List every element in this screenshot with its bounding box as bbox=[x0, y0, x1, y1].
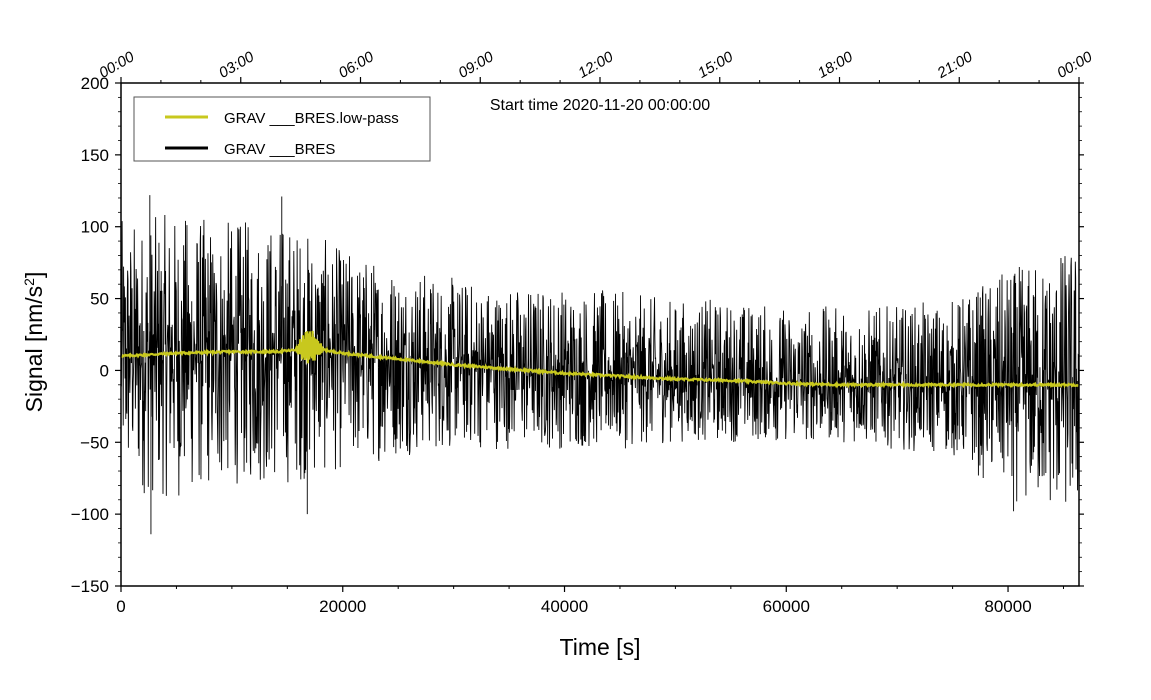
raw-signal-line bbox=[120, 215, 1080, 502]
x-axis-title: Time [s] bbox=[560, 634, 641, 660]
plot-area bbox=[120, 195, 1080, 535]
top-time-label: 09:00 bbox=[455, 48, 497, 82]
legend-label-raw: GRAV ___BRES bbox=[224, 141, 335, 158]
top-time-label: 18:00 bbox=[815, 48, 857, 82]
legend: GRAV ___BRES.low-pass GRAV ___BRES bbox=[133, 96, 431, 162]
y-tick-label: −100 bbox=[71, 505, 109, 524]
y-tick-label: 50 bbox=[90, 290, 109, 309]
start-time-annotation: Start time 2020-11-20 00:00:00 bbox=[490, 97, 710, 114]
x-tick-label: 60000 bbox=[763, 597, 810, 616]
series-low-pass bbox=[120, 330, 1080, 389]
low-pass-line bbox=[120, 330, 1080, 389]
plot-frame bbox=[120, 82, 1080, 587]
top-time-label: 12:00 bbox=[575, 48, 617, 82]
y-tick-label: −150 bbox=[71, 577, 109, 596]
y-tick-labels: −150 −100 −50 0 50 100 150 200 bbox=[71, 74, 109, 596]
y-tick-label: 200 bbox=[81, 74, 109, 93]
x-tick-label: 80000 bbox=[984, 597, 1031, 616]
x-tick-label: 40000 bbox=[541, 597, 588, 616]
y-axis-title: Signal [nm/s2] bbox=[21, 272, 47, 413]
legend-label-low-pass: GRAV ___BRES.low-pass bbox=[224, 110, 399, 127]
top-time-label: 06:00 bbox=[336, 48, 378, 82]
y-tick-label: 0 bbox=[100, 361, 109, 380]
top-time-axis: 00:00 03:00 06:00 09:00 12:00 15:00 18:00 21:00… bbox=[96, 48, 1096, 83]
top-time-label: 00:00 bbox=[1054, 48, 1096, 82]
top-time-label: 03:00 bbox=[216, 48, 258, 82]
x-tick-label: 20000 bbox=[319, 597, 366, 616]
y-axis-title-superscript: 2 bbox=[21, 278, 37, 286]
x-tick-labels: 0 20000 40000 60000 80000 bbox=[116, 597, 1031, 616]
y-tick-label: −50 bbox=[80, 433, 109, 452]
y-tick-label: 150 bbox=[81, 146, 109, 165]
x-tick-label: 0 bbox=[116, 597, 125, 616]
y-tick-label: 100 bbox=[81, 218, 109, 237]
top-time-label: 15:00 bbox=[695, 48, 737, 82]
top-time-label: 21:00 bbox=[934, 48, 976, 82]
series-raw-signal bbox=[120, 195, 1080, 535]
legend-box bbox=[133, 96, 431, 162]
